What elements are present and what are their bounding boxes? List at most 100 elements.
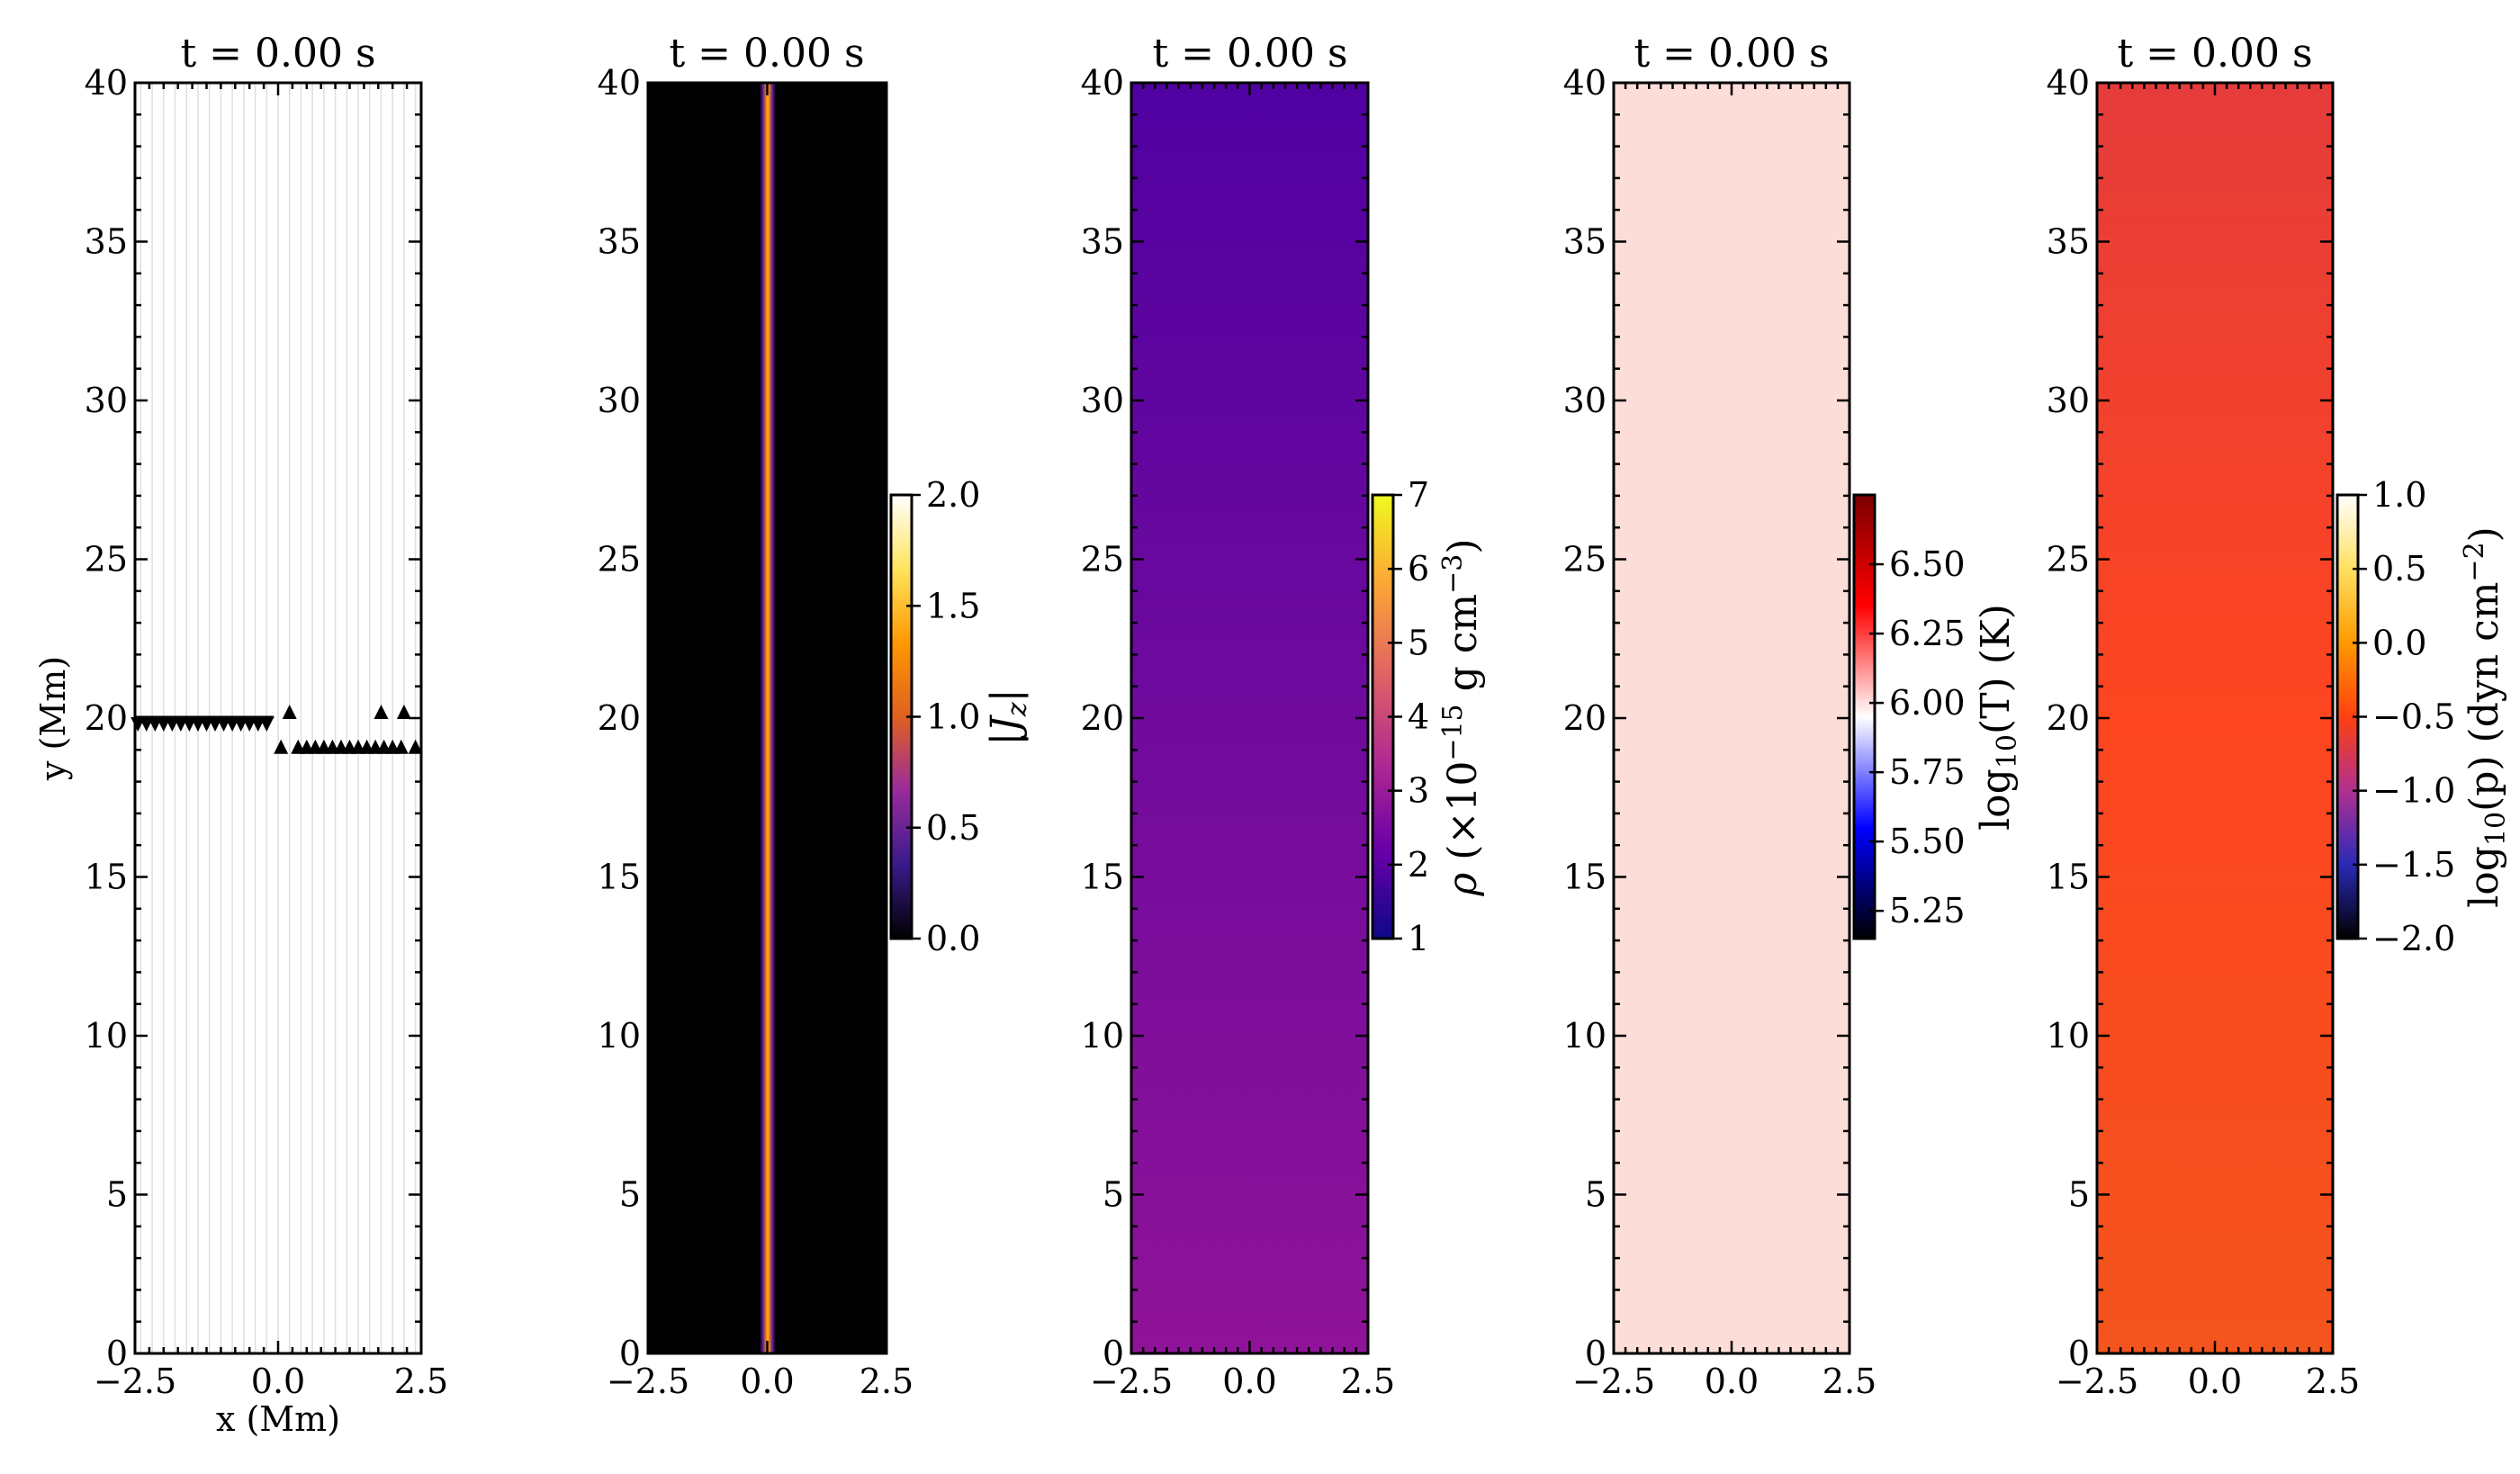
heatmap-field xyxy=(2097,83,2333,1353)
y-tick-label: 15 xyxy=(1081,858,1124,897)
x-axis-label: x (Mm) xyxy=(216,1399,340,1439)
colorbar-tick-label: 5.50 xyxy=(1889,822,1966,861)
colorbar-ticks: 0.0 0.5 1.0 1.5 2.0 xyxy=(906,475,980,958)
y-tick-label: 5 xyxy=(1585,1175,1606,1215)
colorbar-tick-label: 5 xyxy=(1408,623,1429,662)
heatmap-field xyxy=(1614,83,1850,1353)
x-tick-label: 2.5 xyxy=(2306,1362,2360,1401)
panel-title: t = 0.00 s xyxy=(1634,31,1829,76)
y-tick-label: 35 xyxy=(85,222,128,262)
y-tick-label: 15 xyxy=(2047,858,2090,897)
y-tick-label: 40 xyxy=(1563,63,1606,103)
y-tick-label: 10 xyxy=(2047,1016,2090,1056)
colorbar-tick-label: −0.5 xyxy=(2372,697,2455,737)
vector-marker-up xyxy=(374,704,389,719)
colorbar-tick-label: 6 xyxy=(1408,549,1429,589)
x-tick-label: −2.5 xyxy=(607,1362,689,1401)
y-tick-label: 10 xyxy=(1081,1016,1124,1056)
colorbar-gradient xyxy=(1372,495,1393,939)
panel-title: t = 0.00 s xyxy=(669,31,864,76)
colorbar-ticks: −2.0 −1.5 −1.0 −0.5 0.0 0.5 1.0 xyxy=(2353,475,2455,958)
panel-title: t = 0.00 s xyxy=(1152,31,1347,76)
colorbar-tick-label: −1.5 xyxy=(2372,845,2455,885)
y-tick-label: 15 xyxy=(1563,858,1606,897)
colorbar-tick-label: 7 xyxy=(1408,475,1429,515)
y-tick-label: 5 xyxy=(1102,1175,1124,1215)
axis-ticks: 0 5 10 15 20 25 30 35 40 −2.5 0.0 2.5 xyxy=(2047,63,2361,1401)
panel-pressure: 0 5 10 15 20 25 30 35 40 −2.5 0.0 2.5 t = 0.00 s −2… xyxy=(2047,31,2512,1401)
heatmap-field xyxy=(1131,83,1368,1353)
colorbar-tick-label: 0.5 xyxy=(926,808,980,848)
panel-title: t = 0.00 s xyxy=(2117,31,2312,76)
y-tick-label: 10 xyxy=(598,1016,641,1056)
y-tick-label: 35 xyxy=(1081,222,1124,262)
y-tick-label: 35 xyxy=(2047,222,2090,262)
y-tick-label: 35 xyxy=(598,222,641,262)
y-tick-label: 20 xyxy=(2047,698,2090,738)
y-tick-label: 20 xyxy=(1081,698,1124,738)
x-tick-label: 0.0 xyxy=(740,1362,794,1401)
colorbar-tick-label: 0.5 xyxy=(2372,549,2426,589)
y-tick-label: 15 xyxy=(598,858,641,897)
x-tick-label: 0.0 xyxy=(1705,1362,1759,1401)
panel-field-lines: 0 5 10 15 20 25 30 35 40 −2.5 0.0 2.5 t = 0.00 s x … xyxy=(33,31,448,1439)
vector-markers xyxy=(130,704,423,754)
colorbar-label: log10(p) (dyn cm−2) xyxy=(2459,526,2512,908)
x-tick-label: 2.5 xyxy=(860,1362,914,1401)
x-tick-label: 0.0 xyxy=(2188,1362,2242,1401)
y-tick-label: 10 xyxy=(85,1016,128,1056)
y-tick-label: 25 xyxy=(2047,540,2090,580)
colorbar-gradient xyxy=(1854,495,1875,939)
colorbar-tick-label: 1 xyxy=(1408,919,1429,958)
y-tick-label: 20 xyxy=(85,698,128,738)
x-tick-label: −2.5 xyxy=(1572,1362,1655,1401)
vector-marker-up xyxy=(393,739,409,754)
x-tick-label: 2.5 xyxy=(394,1362,448,1401)
y-tick-label: 25 xyxy=(85,540,128,580)
colorbar-tick-label: −2.0 xyxy=(2372,919,2455,958)
colorbar-tick-label: 1.0 xyxy=(926,697,980,737)
y-tick-label: 15 xyxy=(85,858,128,897)
y-tick-label: 35 xyxy=(1563,222,1606,262)
x-tick-label: −2.5 xyxy=(2056,1362,2138,1401)
y-tick-label: 0 xyxy=(2068,1334,2090,1373)
vector-marker-up xyxy=(274,739,289,754)
y-axis-label: y (Mm) xyxy=(33,656,73,781)
y-tick-label: 25 xyxy=(1563,540,1606,580)
colorbar-gradient xyxy=(2337,495,2358,939)
y-tick-label: 20 xyxy=(598,698,641,738)
panel-temperature: 0 5 10 15 20 25 30 35 40 −2.5 0.0 2.5 t = 0.00 s 5.… xyxy=(1563,31,2023,1401)
y-tick-label: 0 xyxy=(1102,1334,1124,1373)
y-tick-label: 0 xyxy=(1585,1334,1606,1373)
colorbar-frame xyxy=(1852,493,1876,940)
colorbar-tick-label: 6.25 xyxy=(1889,614,1966,653)
colorbar-ticks: 5.25 5.50 5.75 6.00 6.25 6.50 xyxy=(1869,544,1966,930)
y-tick-label: 30 xyxy=(1563,381,1606,420)
colorbar-ticks: 1 2 3 4 5 6 7 xyxy=(1388,475,1429,958)
y-tick-label: 5 xyxy=(619,1175,641,1215)
colorbar-tick-label: −1.0 xyxy=(2372,771,2455,811)
x-tick-label: −2.5 xyxy=(94,1362,176,1401)
x-tick-label: −2.5 xyxy=(1090,1362,1173,1401)
colorbar-tick-label: 2.0 xyxy=(926,475,980,515)
y-tick-label: 40 xyxy=(598,63,641,103)
colorbar-label: ρ (×10−15 g cm−3) xyxy=(1437,538,1486,896)
x-tick-label: 0.0 xyxy=(251,1362,305,1401)
current-sheet xyxy=(760,83,776,1353)
y-tick-label: 40 xyxy=(2047,63,2090,103)
axis-ticks: 0 5 10 15 20 25 30 35 40 −2.5 0.0 2.5 xyxy=(1563,63,1877,1401)
y-tick-label: 30 xyxy=(1081,381,1124,420)
y-tick-label: 20 xyxy=(1563,698,1606,738)
colorbar-tick-label: 6.00 xyxy=(1889,683,1966,723)
y-tick-label: 25 xyxy=(598,540,641,580)
y-tick-label: 0 xyxy=(106,1334,128,1373)
y-tick-label: 40 xyxy=(1081,63,1124,103)
colorbar-tick-label: 3 xyxy=(1408,771,1429,811)
colorbar-tick-label: 2 xyxy=(1408,845,1429,885)
colorbar-tick-label: 1.0 xyxy=(2372,475,2426,515)
axis-ticks: 0 5 10 15 20 25 30 35 40 −2.5 0.0 2.5 xyxy=(85,63,449,1401)
y-tick-label: 5 xyxy=(106,1175,128,1215)
panel-current-density: 0 5 10 15 20 25 30 35 40 −2.5 0.0 2.5 t = 0.00 s 0.… xyxy=(598,31,1033,1401)
